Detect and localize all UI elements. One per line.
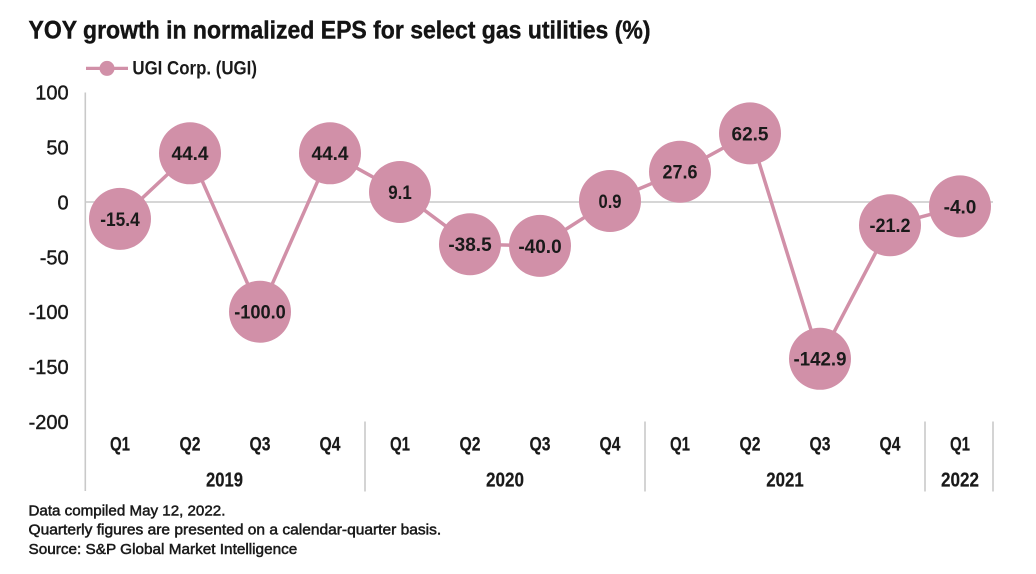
svg-text:2021: 2021 <box>766 470 804 492</box>
svg-text:Source: S&P Global Market Inte: Source: S&P Global Market Intelligence <box>29 542 298 558</box>
svg-text:Q2: Q2 <box>740 434 761 455</box>
svg-text:0.9: 0.9 <box>599 192 622 213</box>
svg-text:-4.0: -4.0 <box>944 197 977 218</box>
svg-text:-142.9: -142.9 <box>794 350 847 371</box>
svg-text:2019: 2019 <box>206 470 243 492</box>
svg-text:YOY growth in normalized EPS f: YOY growth in normalized EPS for select … <box>29 17 651 45</box>
svg-text:Q2: Q2 <box>460 434 481 455</box>
svg-text:50: 50 <box>46 138 68 160</box>
svg-text:Q3: Q3 <box>250 434 271 455</box>
svg-text:-50: -50 <box>40 247 69 269</box>
svg-text:Q4: Q4 <box>320 434 341 455</box>
svg-text:2020: 2020 <box>486 470 524 492</box>
svg-text:-200: -200 <box>29 412 69 434</box>
svg-text:Data compiled May 12, 2022.: Data compiled May 12, 2022. <box>29 503 226 519</box>
svg-text:44.4: 44.4 <box>172 144 209 165</box>
svg-text:100: 100 <box>35 83 68 105</box>
svg-text:62.5: 62.5 <box>732 124 769 145</box>
svg-text:-38.5: -38.5 <box>448 235 492 256</box>
svg-text:Quarterly figures are presente: Quarterly figures are presented on a cal… <box>29 523 442 539</box>
svg-text:Q1: Q1 <box>950 434 970 455</box>
svg-text:-21.2: -21.2 <box>870 216 911 237</box>
svg-text:2022: 2022 <box>941 470 979 492</box>
svg-text:UGI Corp. (UGI): UGI Corp. (UGI) <box>132 59 257 80</box>
svg-text:-100: -100 <box>29 302 69 324</box>
svg-text:0: 0 <box>57 192 68 214</box>
svg-text:-150: -150 <box>29 357 69 379</box>
svg-text:Q3: Q3 <box>810 434 831 455</box>
svg-text:Q1: Q1 <box>390 434 410 455</box>
svg-text:Q3: Q3 <box>530 434 551 455</box>
svg-text:Q1: Q1 <box>110 434 130 455</box>
svg-text:Q2: Q2 <box>180 434 201 455</box>
svg-text:9.1: 9.1 <box>388 183 412 204</box>
svg-text:-15.4: -15.4 <box>100 210 140 231</box>
svg-text:-40.0: -40.0 <box>518 237 561 258</box>
svg-text:Q4: Q4 <box>600 434 621 455</box>
svg-text:Q1: Q1 <box>670 434 690 455</box>
svg-text:27.6: 27.6 <box>663 163 698 184</box>
svg-text:44.4: 44.4 <box>312 144 349 165</box>
svg-text:-100.0: -100.0 <box>234 303 286 324</box>
svg-text:Q4: Q4 <box>880 434 901 455</box>
